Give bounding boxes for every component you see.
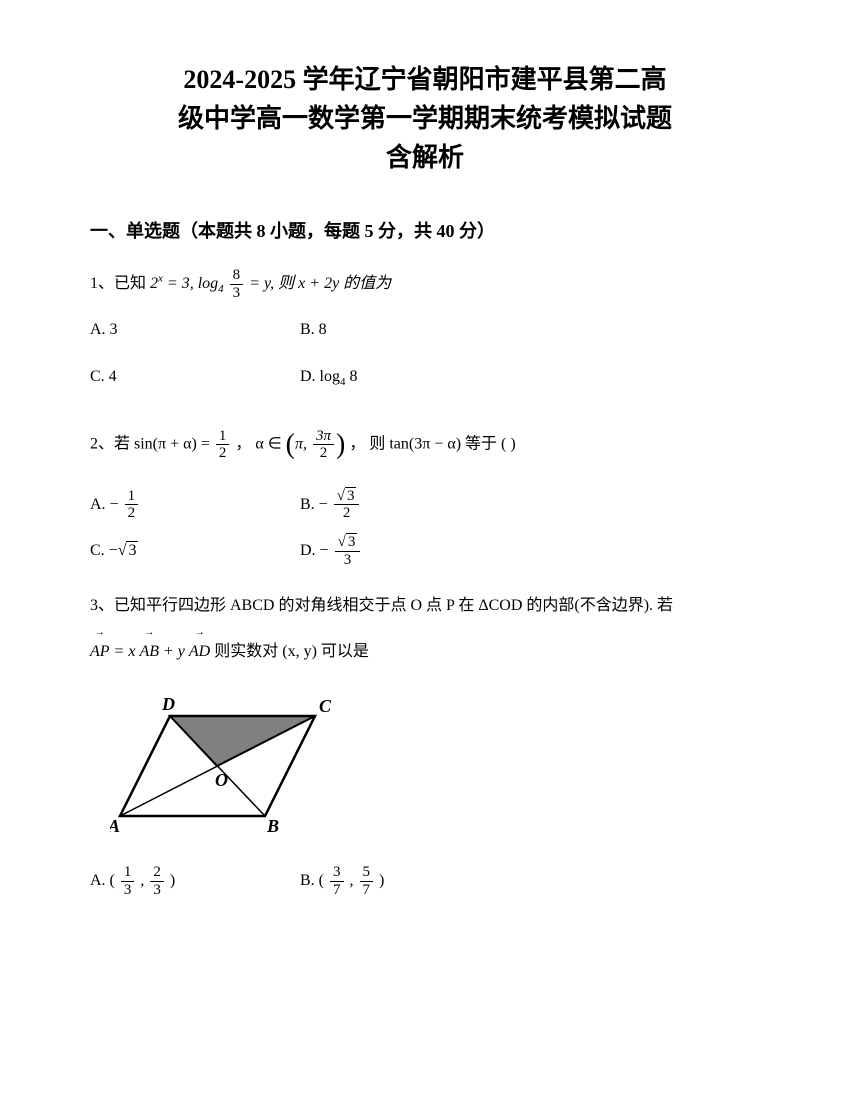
q1-options-row-2: C. 4 D. log4 8 [90,358,760,396]
title-line-1: 2024-2025 学年辽宁省朝阳市建平县第二高 [90,60,760,99]
q3-option-a: A. ( 13 , 23 ) [90,862,300,900]
q2-option-d: D. − 3 3 [300,532,510,570]
question-1: 1、已知 2x = 3, log4 8 3 = y, 则 x + 2y 的值为 … [90,266,760,396]
q1-prefix: 1、已知 [90,275,146,292]
svg-text:O: O [215,770,228,790]
q2-option-c: C. −3 [90,532,300,570]
q3-option-b: B. ( 37 , 57 ) [300,862,510,900]
svg-text:B: B [266,816,279,834]
svg-text:C: C [319,696,332,716]
parallelogram-diagram: D C A B O [110,684,760,847]
question-3-text-2: AP = x AB + y AD 则实数对 (x, y) 可以是 [90,634,760,669]
svg-text:A: A [110,816,120,834]
title-line-2: 级中学高一数学第一学期期末统考模拟试题 [90,99,760,138]
q2-options-row-1: A. − 1 2 B. − 3 2 [90,486,760,524]
q2-options-row-2: C. −3 D. − 3 3 [90,532,760,570]
q3-options-row-1: A. ( 13 , 23 ) B. ( 37 , 57 ) [90,862,760,900]
question-3: 3、已知平行四边形 ABCD 的对角线相交于点 O 点 P 在 ΔCOD 的内部… [90,588,760,900]
question-2-text: 2、若 sin(π + α) = 1 2 ， α ∈ (π, 3π 2 ) ， … [90,414,760,476]
question-1-text: 1、已知 2x = 3, log4 8 3 = y, 则 x + 2y 的值为 [90,266,760,301]
q1-option-b: B. 8 [300,311,510,349]
q1-fraction: 8 3 [230,267,244,301]
svg-text:D: D [161,694,175,714]
q1-options-row-1: A. 3 B. 8 [90,311,760,349]
parallelogram-svg: D C A B O [110,684,340,834]
q1-option-c: C. 4 [90,358,300,396]
question-3-text-1: 3、已知平行四边形 ABCD 的对角线相交于点 O 点 P 在 ΔCOD 的内部… [90,588,760,623]
exam-title: 2024-2025 学年辽宁省朝阳市建平县第二高 级中学高一数学第一学期期末统考… [90,60,760,177]
q2-option-a: A. − 1 2 [90,486,300,524]
title-line-3: 含解析 [90,138,760,177]
question-2: 2、若 sin(π + α) = 1 2 ， α ∈ (π, 3π 2 ) ， … [90,414,760,570]
q1-option-d: D. log4 8 [300,358,510,396]
section-header: 一、单选题（本题共 8 小题，每题 5 分，共 40 分） [90,217,760,246]
q2-option-b: B. − 3 2 [300,486,510,524]
q1-option-a: A. 3 [90,311,300,349]
